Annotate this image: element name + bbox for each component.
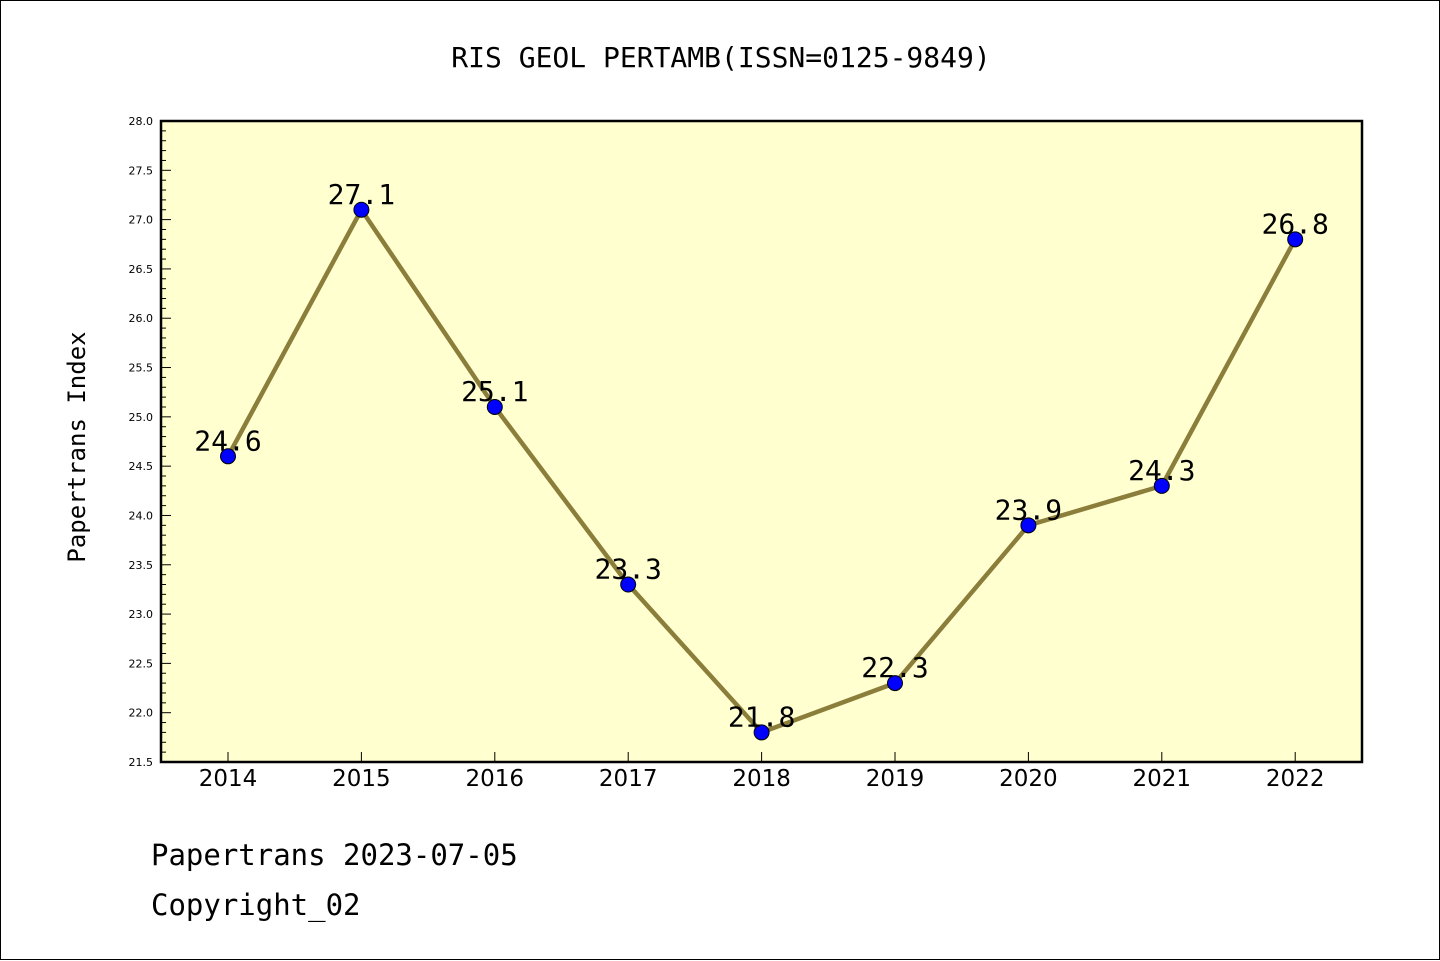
data-point	[753, 724, 770, 741]
x-tick-label: 2015	[332, 766, 391, 792]
x-tick-label: 2014	[199, 766, 258, 792]
data-label: 24.3	[1128, 454, 1195, 487]
x-tick-label: 2020	[999, 766, 1058, 792]
y-tick-label: 27.0	[129, 214, 154, 227]
data-point	[1020, 517, 1037, 534]
footer-date: Papertrans 2023-07-05	[151, 838, 518, 872]
x-tick-label: 2018	[732, 766, 791, 792]
data-label: 24.6	[194, 424, 261, 457]
series-group	[220, 201, 1304, 741]
x-axis: 2014 2015 2016 2017 2018 2019 2020 2021 2022	[199, 752, 1325, 792]
footer-copyright: Copyright_02	[151, 888, 361, 923]
data-label: 23.9	[995, 493, 1062, 526]
data-label: 21.8	[728, 700, 795, 733]
data-label: 27.1	[328, 178, 395, 211]
y-tick-label: 27.5	[129, 164, 154, 177]
y-tick-label: 24.0	[129, 509, 154, 522]
data-point	[353, 201, 370, 218]
data-labels: 24.6 27.1 25.1 23.3 21.8 22.3 23.9 24.3 26.8	[194, 178, 1329, 734]
y-tick-label: 25.5	[129, 362, 154, 375]
y-tick-label: 22.0	[129, 707, 154, 720]
data-label: 23.3	[594, 552, 661, 585]
y-tick-label: 26.5	[129, 263, 154, 276]
data-point	[1287, 231, 1304, 248]
y-tick-label: 25.0	[129, 411, 154, 424]
y-tick-label: 23.0	[129, 608, 154, 621]
chart-title: RIS GEOL PERTAMB(ISSN=0125-9849)	[451, 41, 990, 74]
y-tick-label: 22.5	[129, 657, 154, 670]
y-axis: 21.5 22.0 22.5 23.0 23.5 24.0 24.5 25.0 25.5 26.0…	[129, 115, 171, 769]
data-label: 22.3	[861, 651, 928, 684]
data-point	[486, 398, 503, 415]
data-point	[220, 448, 236, 465]
y-tick-label: 21.5	[129, 756, 154, 769]
data-point	[1153, 477, 1170, 494]
data-point	[620, 576, 637, 593]
data-label: 26.8	[1261, 207, 1328, 240]
data-point	[887, 675, 903, 692]
y-tick-label: 23.5	[129, 559, 154, 572]
x-tick-label: 2021	[1133, 766, 1192, 792]
x-tick-label: 2022	[1266, 766, 1325, 792]
y-tick-label: 28.0	[129, 115, 154, 128]
x-tick-label: 2019	[866, 766, 925, 792]
x-tick-label: 2016	[466, 766, 525, 792]
data-label: 25.1	[461, 375, 528, 408]
y-tick-label: 26.0	[129, 312, 154, 325]
x-tick-label: 2017	[599, 766, 658, 792]
y-axis-label: Papertrans Index	[63, 331, 91, 562]
y-tick-label: 24.5	[129, 460, 154, 473]
plot-area	[159, 119, 1364, 764]
